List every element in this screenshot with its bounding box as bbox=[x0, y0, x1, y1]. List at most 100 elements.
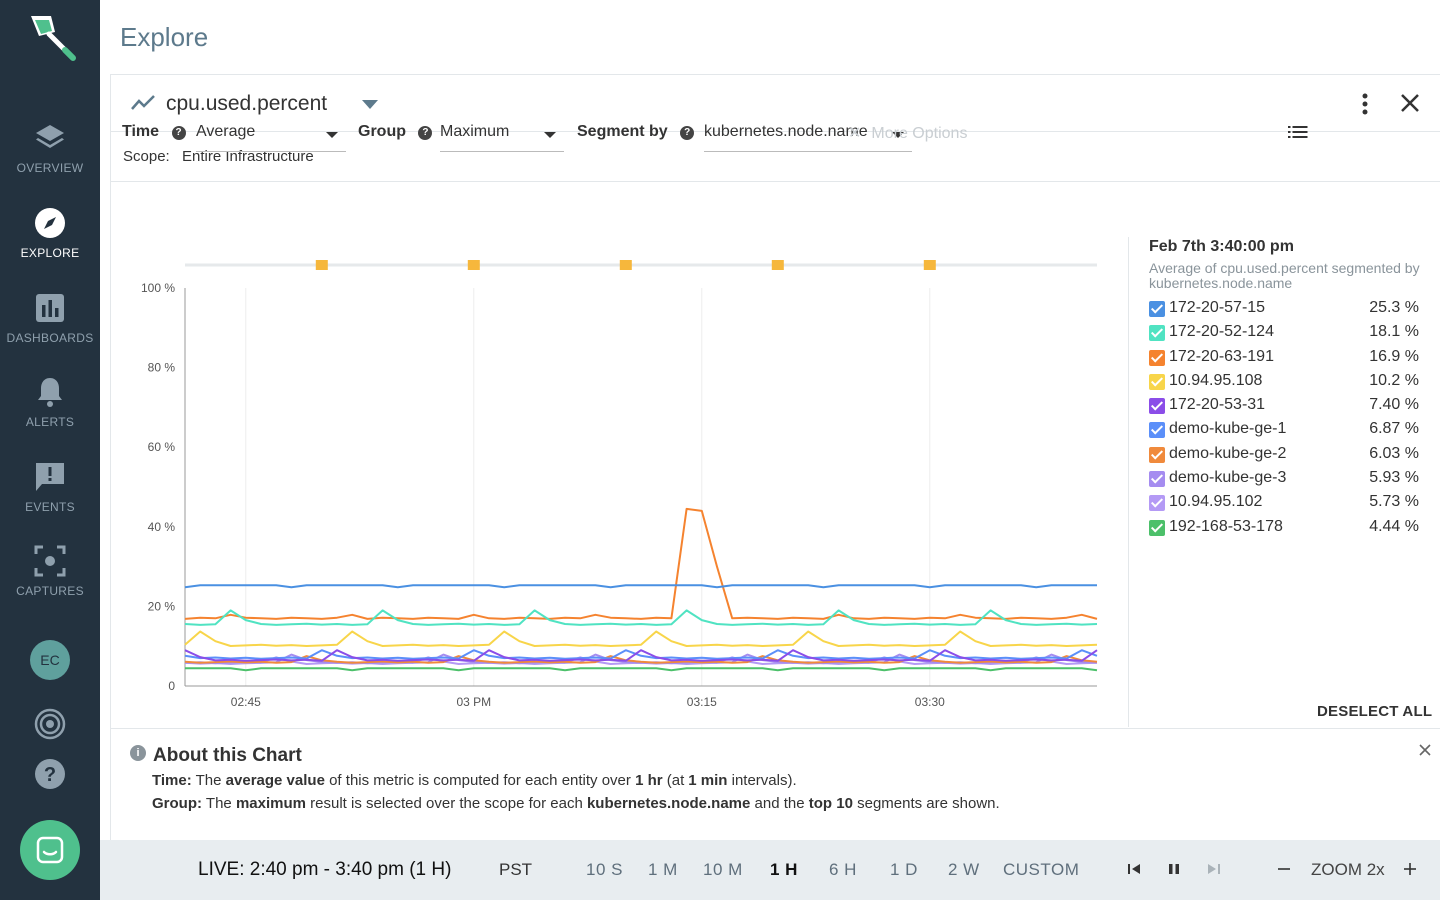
info-icon: i bbox=[130, 745, 146, 761]
page-title: Explore bbox=[120, 22, 209, 52]
bell-icon bbox=[38, 378, 62, 407]
help-icon[interactable]: ? bbox=[33, 757, 67, 791]
metric-name: cpu.used.percent bbox=[166, 92, 328, 115]
about-title: About this Chart bbox=[153, 745, 302, 766]
series-line bbox=[184, 649, 1098, 662]
sidebar-item-alerts[interactable]: ALERTS bbox=[0, 375, 100, 429]
sidebar-item-captures[interactable]: CAPTURES bbox=[0, 544, 100, 598]
close-icon[interactable] bbox=[1399, 92, 1421, 114]
metric-header: cpu.used.percent bbox=[111, 75, 1440, 132]
pause-icon[interactable] bbox=[1166, 861, 1182, 877]
series-line bbox=[185, 667, 1098, 672]
checkbox-icon[interactable] bbox=[1149, 495, 1165, 512]
group-control-label: Group ? bbox=[358, 123, 433, 141]
sidebar-item-dashboards[interactable]: DASHBOARDS bbox=[0, 291, 100, 345]
range-2w-button[interactable]: 2 W bbox=[948, 860, 980, 879]
close-icon: ✕ bbox=[848, 125, 862, 142]
range-1d-button[interactable]: 1 D bbox=[890, 860, 918, 879]
help-icon[interactable]: ? bbox=[680, 126, 695, 140]
more-vert-icon[interactable] bbox=[1355, 92, 1375, 116]
event-marker bbox=[771, 260, 784, 270]
legend-item[interactable]: 10.94.95.102 5.73 % bbox=[1149, 493, 1421, 517]
checkbox-icon[interactable] bbox=[1149, 519, 1165, 536]
range-6h-button[interactable]: 6 H bbox=[829, 860, 857, 879]
time-navigation-bar: LIVE: 2:40 pm - 3:40 pm (1 H) PST 10 S 1… bbox=[100, 840, 1440, 900]
legend-item[interactable]: 172-20-53-31 7.40 % bbox=[1149, 396, 1421, 420]
shovel-logo-icon[interactable] bbox=[25, 12, 77, 62]
close-icon[interactable] bbox=[1418, 743, 1432, 757]
range-custom-button[interactable]: CUSTOM bbox=[1003, 860, 1080, 879]
range-1h-button[interactable]: 1 H bbox=[770, 860, 798, 879]
checkbox-icon[interactable] bbox=[1149, 446, 1165, 463]
help-icon[interactable]: ? bbox=[418, 126, 433, 140]
skip-forward-icon bbox=[1208, 864, 1220, 874]
y-tick-label: 40 % bbox=[148, 520, 176, 534]
event-marker bbox=[923, 260, 936, 270]
checkbox-icon[interactable] bbox=[1149, 373, 1165, 390]
scope-value[interactable]: Entire Infrastructure bbox=[182, 148, 314, 165]
time-select[interactable]: Average bbox=[196, 118, 346, 152]
sidebar-item-label: OVERVIEW bbox=[16, 161, 84, 175]
svg-text:?: ? bbox=[44, 764, 56, 786]
line-chart-icon bbox=[131, 95, 155, 110]
checkbox-icon[interactable] bbox=[1149, 471, 1165, 488]
checkbox-icon[interactable] bbox=[1149, 301, 1165, 317]
x-tick-label: 02:45 bbox=[231, 695, 261, 709]
chevron-down-icon bbox=[892, 132, 904, 138]
deselect-all-button[interactable]: DESELECT ALL bbox=[1317, 703, 1433, 720]
sidebar-item-label: EVENTS bbox=[25, 500, 75, 514]
segment-select[interactable]: kubernetes.node.name bbox=[704, 118, 912, 152]
legend-item[interactable]: 192-168-53-178 4.44 % bbox=[1149, 518, 1421, 542]
event-marker bbox=[467, 260, 480, 270]
legend-item[interactable]: 10.94.95.108 10.2 % bbox=[1149, 372, 1421, 396]
compass-icon bbox=[35, 208, 65, 238]
legend-item[interactable]: demo-kube-ge-3 5.93 % bbox=[1149, 469, 1421, 493]
chat-button[interactable] bbox=[20, 820, 80, 880]
checkbox-icon[interactable] bbox=[1149, 398, 1165, 415]
more-options-button[interactable]: ✕ More Options bbox=[848, 125, 968, 142]
x-tick-label: 03:15 bbox=[687, 695, 717, 709]
chevron-down-icon bbox=[544, 132, 556, 138]
time-control-label: Time ? bbox=[122, 123, 186, 141]
timezone-button[interactable]: PST bbox=[499, 860, 533, 879]
scope-row[interactable]: Scope: Entire Infrastructure bbox=[111, 132, 1440, 182]
series-line bbox=[184, 584, 1097, 589]
series-line bbox=[184, 630, 1098, 647]
legend-item[interactable]: demo-kube-ge-2 6.03 % bbox=[1149, 445, 1421, 469]
series-line bbox=[184, 609, 1098, 626]
legend-description: Average of cpu.used.percent segmented by… bbox=[1149, 260, 1420, 291]
sidebar-item-overview[interactable]: OVERVIEW bbox=[0, 121, 100, 175]
scope-label: Scope: bbox=[123, 148, 170, 165]
metric-line-chart[interactable]: 02:45 03 PM 03:15 03:30 0 20 % 40 % 60 % 80 % 100… bbox=[110, 235, 1120, 715]
legend-item[interactable]: 172-20-63-191 16.9 % bbox=[1149, 348, 1421, 372]
sidebar-item-events[interactable]: EVENTS bbox=[0, 460, 100, 514]
group-select[interactable]: Maximum bbox=[440, 118, 564, 152]
zoom-in-icon[interactable] bbox=[1402, 861, 1418, 877]
target-icon[interactable] bbox=[33, 707, 67, 741]
checkbox-icon[interactable] bbox=[1149, 349, 1165, 366]
help-icon[interactable]: ? bbox=[171, 126, 186, 140]
event-marker bbox=[619, 260, 632, 270]
legend-item[interactable]: 172-20-52-124 18.1 % bbox=[1149, 323, 1421, 347]
x-tick-label: 03 PM bbox=[456, 695, 491, 709]
legend-item[interactable]: 172-20-57-15 25.3 % bbox=[1149, 299, 1421, 323]
metric-dropdown-icon[interactable] bbox=[361, 99, 379, 111]
skip-back-icon[interactable] bbox=[1126, 861, 1142, 877]
range-10s-button[interactable]: 10 S bbox=[586, 860, 623, 879]
range-10m-button[interactable]: 10 M bbox=[703, 860, 743, 879]
series-line bbox=[184, 655, 1098, 664]
sidebar-item-explore[interactable]: EXPLORE bbox=[0, 206, 100, 260]
layers-icon bbox=[36, 125, 64, 148]
list-icon[interactable] bbox=[1288, 125, 1308, 139]
series-line bbox=[184, 507, 1098, 620]
zoom-out-icon[interactable] bbox=[1276, 861, 1292, 877]
chat-icon bbox=[36, 836, 64, 864]
checkbox-icon[interactable] bbox=[1149, 422, 1165, 439]
avatar[interactable]: EC bbox=[30, 640, 70, 680]
legend-item[interactable]: demo-kube-ge-1 6.87 % bbox=[1149, 420, 1421, 444]
checkbox-icon[interactable] bbox=[1149, 325, 1165, 342]
bar-chart-icon bbox=[36, 294, 64, 322]
zoom-level: ZOOM 2x bbox=[1311, 860, 1385, 879]
range-1m-button[interactable]: 1 M bbox=[648, 860, 678, 879]
sidebar-item-label: EXPLORE bbox=[20, 246, 80, 260]
